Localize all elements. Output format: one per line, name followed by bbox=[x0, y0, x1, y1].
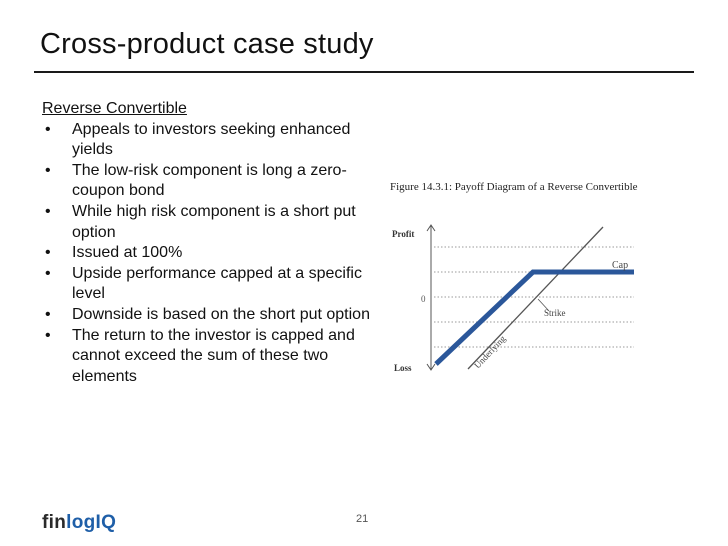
page-number: 21 bbox=[356, 513, 369, 525]
logo-part: log bbox=[66, 512, 96, 533]
cap-label: Cap bbox=[612, 260, 628, 271]
bullet-item: Upside performance capped at a specific … bbox=[42, 264, 372, 305]
logo-part: fin bbox=[42, 512, 67, 533]
bullet-item: Appeals to investors seeking enhanced yi… bbox=[42, 120, 372, 161]
bullet-item: While high risk component is a short put… bbox=[42, 202, 372, 243]
underlying-label: Underlying bbox=[472, 333, 508, 370]
underlying-line bbox=[467, 226, 604, 370]
subheading: Reverse Convertible bbox=[42, 100, 187, 117]
payoff-line bbox=[434, 269, 634, 366]
title-divider bbox=[34, 71, 694, 73]
finlogiq-logo: finlogIQ bbox=[42, 512, 116, 534]
bullet-item: Downside is based on the short put optio… bbox=[42, 305, 372, 326]
figure-caption: Figure 14.3.1: Payoff Diagram of a Rever… bbox=[390, 181, 638, 193]
logo-part: IQ bbox=[95, 512, 117, 533]
down-arrow-icon bbox=[426, 363, 436, 371]
strike-pointer bbox=[537, 298, 550, 312]
zero-label: 0 bbox=[421, 294, 426, 304]
bullet-item: Issued at 100% bbox=[42, 243, 372, 264]
payoff-diagram: Figure 14.3.1: Payoff Diagram of a Rever… bbox=[390, 181, 638, 373]
up-arrow-icon bbox=[426, 224, 436, 232]
loss-label: Loss bbox=[394, 363, 412, 373]
slide-title: Cross-product case study bbox=[40, 28, 374, 60]
bullet-list: Appeals to investors seeking enhanced yi… bbox=[42, 120, 372, 388]
bullet-item: The low-risk component is long a zero-co… bbox=[42, 161, 372, 202]
strike-label: Strike bbox=[544, 308, 566, 318]
profit-label: Profit bbox=[392, 229, 414, 239]
slide-content: Reverse Convertible Appeals to investors… bbox=[42, 99, 372, 387]
bullet-item: The return to the investor is capped and… bbox=[42, 326, 372, 388]
